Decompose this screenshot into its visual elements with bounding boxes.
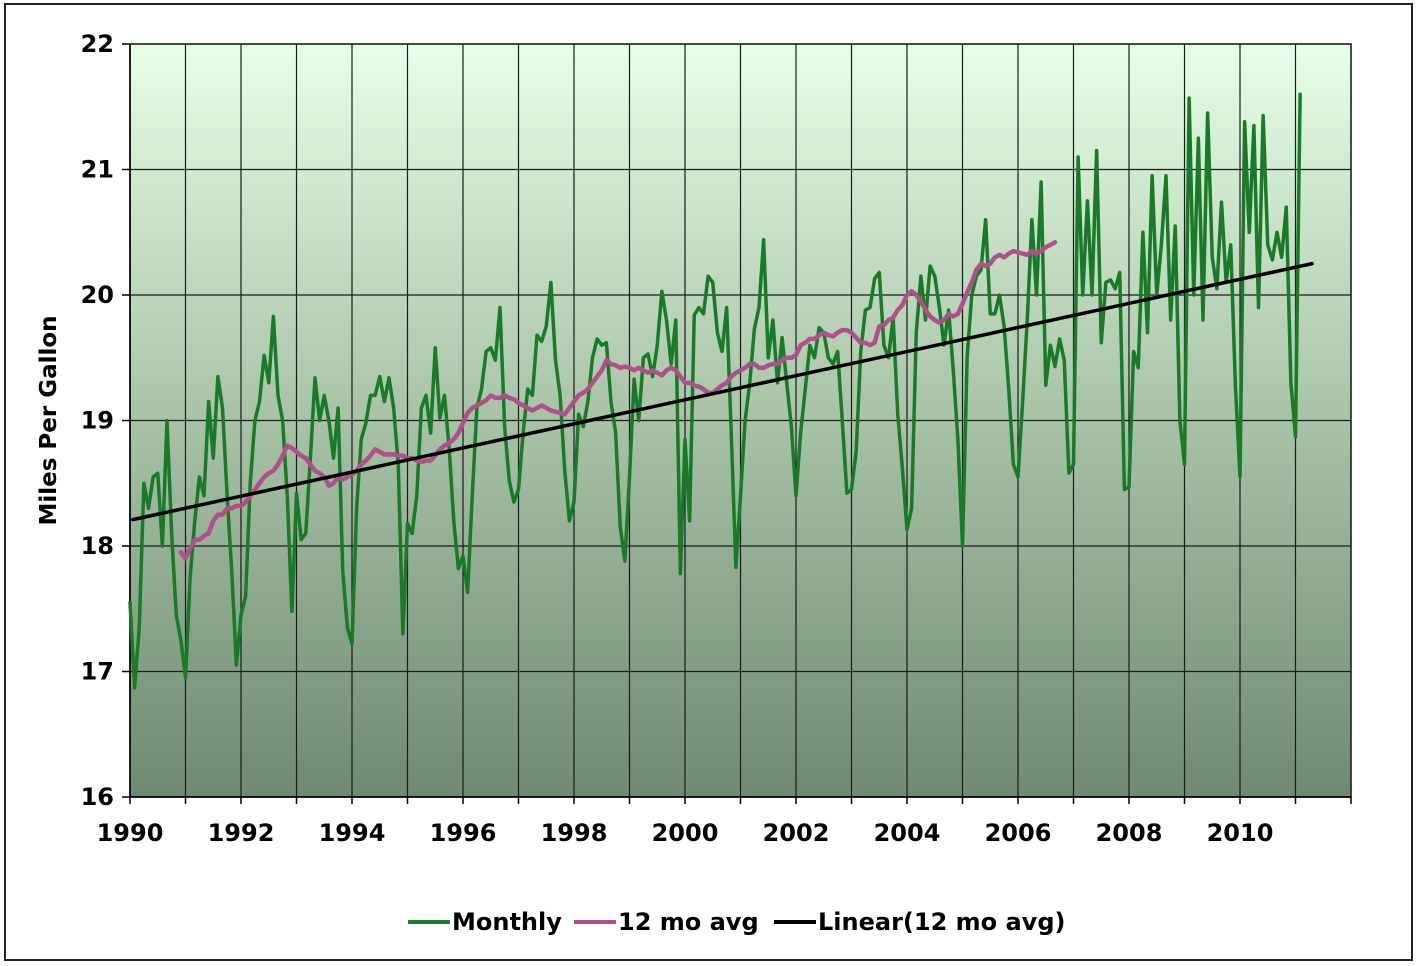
legend-label: Monthly — [452, 908, 562, 936]
x-tick-label: 1990 — [97, 819, 164, 847]
x-tick-label: 2002 — [763, 819, 830, 847]
x-tick-label: 2004 — [874, 819, 941, 847]
y-tick-label: 19 — [81, 407, 114, 435]
x-tick-label: 2006 — [985, 819, 1052, 847]
x-tick-label: 1992 — [208, 819, 275, 847]
y-tick-label: 16 — [81, 783, 114, 811]
y-axis-title: Miles Per Gallon — [36, 315, 62, 525]
x-tick-label: 2000 — [652, 819, 719, 847]
x-tick-label: 1996 — [430, 819, 497, 847]
series-group — [128, 92, 1314, 690]
axes: 16 17 18 19 20 21 22 1990 1992 1994 1996 1998 2000 20… — [81, 30, 1352, 847]
x-tick-label: 2008 — [1096, 819, 1163, 847]
series-line-2 — [178, 240, 1058, 561]
legend-label: 12 mo avg — [618, 908, 759, 936]
y-tick-label: 21 — [81, 156, 114, 184]
series-line-3 — [131, 261, 1314, 522]
x-tick-label: 1998 — [541, 819, 608, 847]
y-tick-label: 18 — [81, 532, 114, 560]
series-line-1 — [128, 92, 1302, 690]
x-tick-label: 2010 — [1207, 819, 1274, 847]
y-tick-label: 20 — [81, 281, 114, 309]
legend: Monthly 12 mo avg Linear(12 mo avg) — [408, 908, 1065, 936]
y-tick-label: 22 — [81, 30, 114, 58]
chart-frame: 16 17 18 19 20 21 22 1990 1992 1994 1996 1998 2000 20… — [4, 3, 1413, 961]
x-tick-label: 1994 — [319, 819, 386, 847]
legend-label: Linear(12 mo avg) — [818, 908, 1065, 936]
y-tick-label: 17 — [81, 658, 114, 686]
line-chart: 16 17 18 19 20 21 22 1990 1992 1994 1996 1998 2000 20… — [36, 30, 1352, 936]
